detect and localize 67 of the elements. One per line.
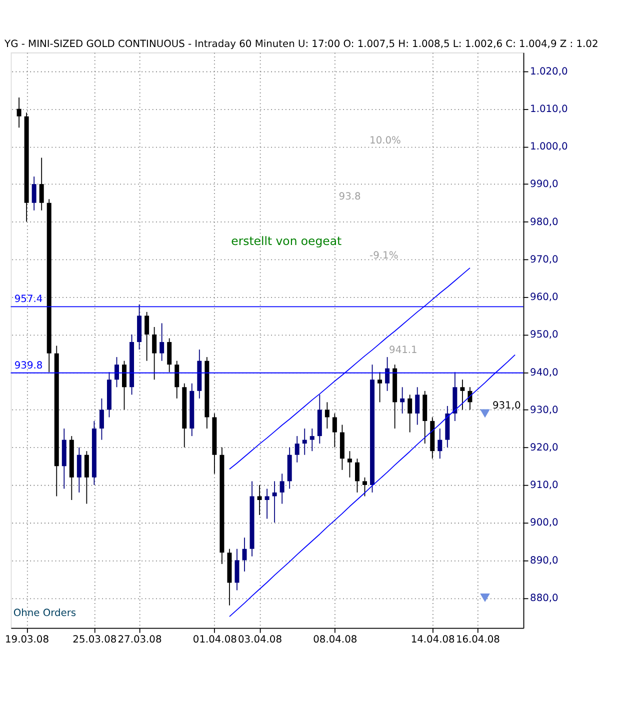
- candlestick: [16, 97, 22, 128]
- candlestick: [76, 446, 82, 493]
- y-tick-label: 930,0: [530, 404, 558, 416]
- candlestick: [460, 379, 465, 410]
- y-tick-label: 940,0: [530, 367, 558, 378]
- x-tick-label: 19.03.08: [5, 634, 49, 646]
- candlestick: [39, 157, 44, 211]
- candlestick: [234, 548, 240, 591]
- candlestick: [438, 428, 442, 460]
- annotation: erstellt von oegeat: [231, 234, 342, 248]
- y-tick-label: 1.020,0: [530, 66, 568, 78]
- annotation: 931,0: [492, 400, 521, 412]
- candlestick: [378, 372, 382, 403]
- candlestick: [99, 398, 104, 440]
- annotation: -9.1%: [370, 250, 398, 262]
- candlestick: [114, 356, 119, 388]
- annotation: 941.1: [389, 345, 418, 356]
- y-tick-label: 990,0: [530, 179, 558, 190]
- y-tick-label: 980,0: [530, 216, 558, 228]
- candlestick: [354, 458, 360, 493]
- y-tick-label: 890,0: [530, 555, 558, 566]
- y-tick-label: 960,0: [530, 292, 558, 304]
- y-tick-label: 950,0: [530, 330, 558, 341]
- ref-line-label: 939.8: [14, 360, 43, 372]
- annotation: 93.8: [338, 192, 361, 203]
- x-tick-label: 25.03.08: [72, 634, 117, 646]
- y-tick-label: 910,0: [530, 480, 558, 492]
- candlestick: [272, 480, 277, 524]
- candlestick: [408, 394, 412, 433]
- candlestick: [294, 436, 300, 463]
- annotation: Ohne Orders: [13, 608, 76, 620]
- candlestick: [84, 450, 89, 504]
- candlestick: [324, 402, 330, 429]
- y-tick-label: 900,0: [530, 518, 558, 529]
- annotation: 10.0%: [370, 136, 401, 147]
- candlestick: [302, 428, 307, 456]
- candlestick: [242, 537, 247, 572]
- candlestick: [280, 473, 284, 504]
- candlestick: [152, 326, 157, 380]
- candlestick: [144, 311, 150, 362]
- x-tick-label: 16.04.08: [456, 634, 500, 646]
- candlestick: [362, 476, 367, 497]
- y-tick-label: 1.000,0: [530, 142, 568, 153]
- ref-line-label: 957.4: [14, 294, 43, 306]
- candlestick: [385, 356, 390, 392]
- candlestick: [347, 450, 352, 478]
- candlestick: [167, 338, 172, 373]
- x-tick-label: 27.03.08: [118, 634, 162, 646]
- x-tick-label: 08.04.08: [313, 634, 358, 646]
- candlestick: [332, 413, 337, 448]
- candlestick: [174, 360, 180, 399]
- x-tick-label: 14.04.08: [410, 634, 455, 646]
- candlestick: [32, 176, 36, 211]
- chart-title: YG - MINI-SIZED GOLD CONTINUOUS - Intraday 60 Minuten U: 17:00 O: 1.007,5 H: 1.008,5 L: 1.002,6 C: 1.004,9 Z : 1.02: [4, 39, 598, 50]
- y-tick-label: 920,0: [530, 442, 558, 454]
- x-tick-label: 01.04.08: [192, 634, 237, 646]
- candlestick: [415, 386, 420, 426]
- y-tick-label: 1.010,0: [530, 104, 568, 115]
- y-tick-label: 880,0: [530, 592, 558, 604]
- candlestick: [400, 386, 405, 414]
- candlestick: [122, 360, 127, 410]
- y-tick-label: 970,0: [530, 254, 558, 266]
- candlestick: [264, 488, 270, 520]
- candlestick: [160, 322, 164, 362]
- candlestick: [257, 484, 262, 516]
- x-tick-label: 03.04.08: [238, 634, 282, 646]
- candlestick: [310, 428, 314, 452]
